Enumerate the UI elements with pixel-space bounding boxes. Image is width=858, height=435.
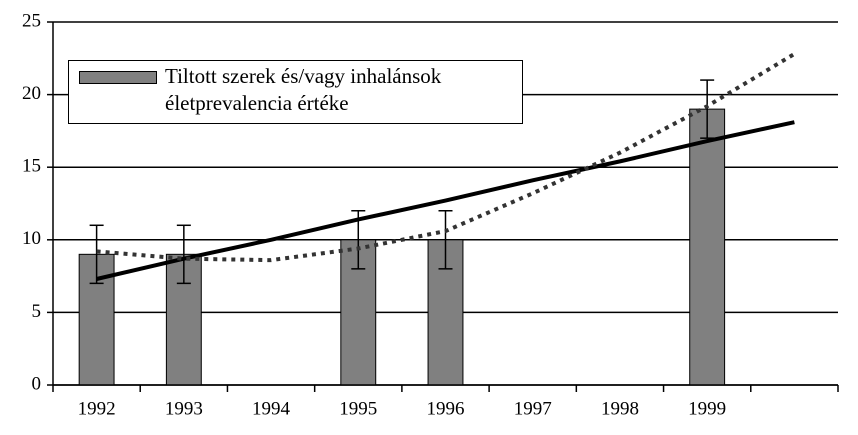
x-tick-label: 1999 [688,398,726,419]
y-tick-label: 10 [22,228,41,249]
x-tick-label: 1994 [252,398,291,419]
polynomial-trendline [96,52,796,263]
x-tick-label: 1992 [78,398,116,419]
legend: Tiltott szerek és/vagy inhalánsok életpr… [68,60,523,124]
x-tick-label: 1998 [601,398,639,419]
legend-swatch [79,71,157,84]
y-tick-label: 20 [22,83,41,104]
bar [689,108,726,386]
x-tick-label: 1996 [427,398,465,419]
y-tick-label: 5 [32,301,42,322]
x-tick-label: 1993 [165,398,203,419]
linear-trendline [96,120,795,281]
y-tick-label: 0 [32,373,42,394]
x-tick-label: 1995 [339,398,377,419]
legend-label: Tiltott szerek és/vagy inhalánsok életpr… [165,64,442,115]
x-tick-label: 1997 [514,398,552,419]
y-tick-label: 15 [22,156,41,177]
y-tick-label: 25 [22,10,41,31]
